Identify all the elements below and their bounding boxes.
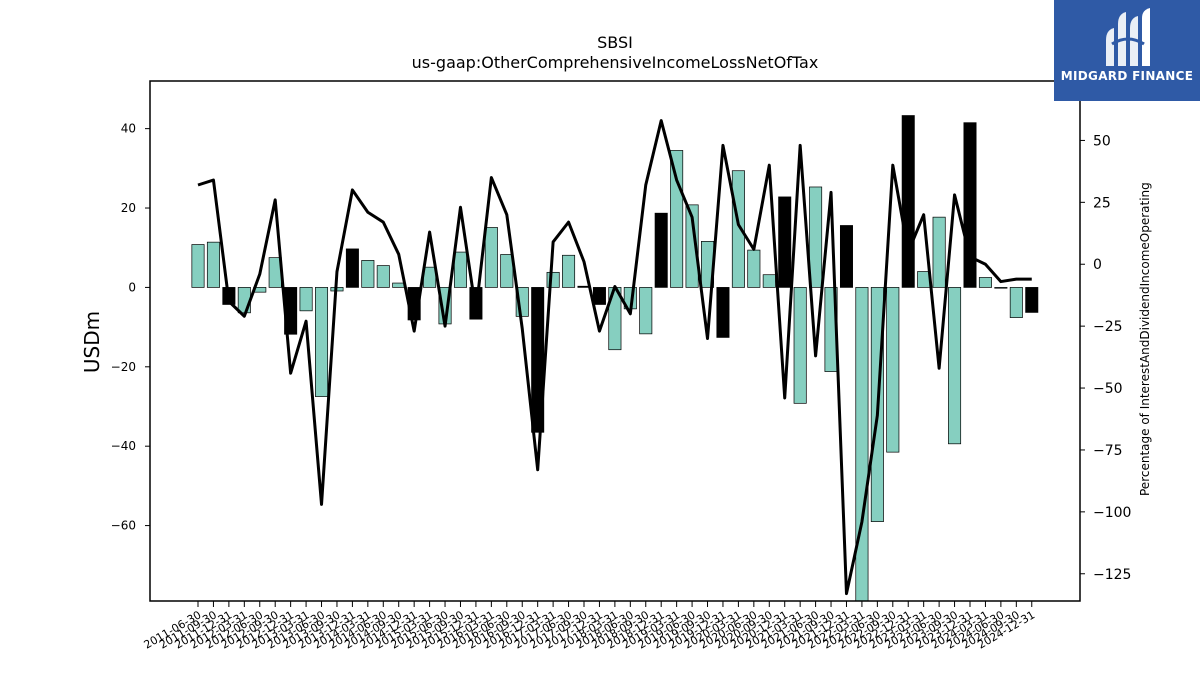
bar: [392, 282, 406, 288]
bar: [978, 277, 992, 288]
bar: [315, 287, 329, 397]
bar: [855, 287, 869, 601]
bar: [839, 225, 853, 288]
y-tick-label: −40: [111, 439, 136, 453]
y-tick-label: 40: [121, 122, 136, 136]
bar: [793, 287, 807, 404]
bar: [206, 241, 220, 288]
y2-tick-label: 50: [1093, 133, 1111, 149]
brand-logo: MIDGARD FINANCE: [1054, 0, 1200, 101]
bar: [886, 287, 900, 453]
logo-text: MIDGARD FINANCE: [1060, 69, 1194, 83]
bar: [1025, 287, 1039, 313]
bar: [716, 287, 730, 338]
bar: [670, 150, 684, 288]
y2-tick-label: −75: [1093, 443, 1123, 459]
y-tick-label: −20: [111, 360, 136, 374]
bar: [484, 227, 498, 288]
y2-tick-label: −100: [1093, 505, 1131, 521]
bar: [237, 287, 251, 314]
logo-mark-icon: [1106, 8, 1150, 66]
bar: [191, 244, 205, 288]
bar: [731, 170, 745, 288]
y2-tick-label: 25: [1093, 195, 1111, 211]
bar: [809, 186, 823, 288]
y2-tick-label: −25: [1093, 319, 1123, 335]
bar: [917, 271, 931, 288]
y-tick-label: 0: [128, 280, 136, 294]
y2-tick-label: −125: [1093, 567, 1131, 583]
bar: [901, 115, 915, 288]
bar: [299, 287, 313, 312]
bar-series: [191, 115, 1039, 601]
bar: [932, 216, 946, 288]
y-tick-label: −60: [111, 519, 136, 533]
bar: [639, 287, 653, 335]
bar: [376, 265, 390, 288]
bar: [345, 248, 359, 288]
y2-axis-label: Percentage of InterestAndDividendIncomeO…: [1138, 182, 1152, 496]
y-axis-label: USDm: [80, 310, 104, 374]
bar: [361, 260, 375, 288]
y2-tick-label: −50: [1093, 381, 1123, 397]
bar: [592, 287, 606, 305]
bar: [948, 287, 962, 445]
bar: [685, 204, 699, 288]
chart-title: SBSI: [597, 33, 633, 52]
line-series: [197, 119, 1032, 596]
bar: [562, 254, 576, 288]
bar: [747, 249, 761, 288]
chart-subtitle: us-gaap:OtherComprehensiveIncomeLossNetO…: [411, 53, 819, 72]
bar: [423, 266, 437, 288]
bar: [1009, 287, 1023, 318]
bar: [778, 196, 792, 288]
y2-tick-label: 0: [1093, 257, 1102, 273]
bar: [762, 274, 776, 288]
bar: [654, 212, 668, 288]
bar: [994, 287, 1008, 289]
bar: [500, 254, 514, 288]
y-tick-label: 20: [121, 201, 136, 215]
bar: [963, 122, 977, 288]
bar: [453, 251, 467, 288]
